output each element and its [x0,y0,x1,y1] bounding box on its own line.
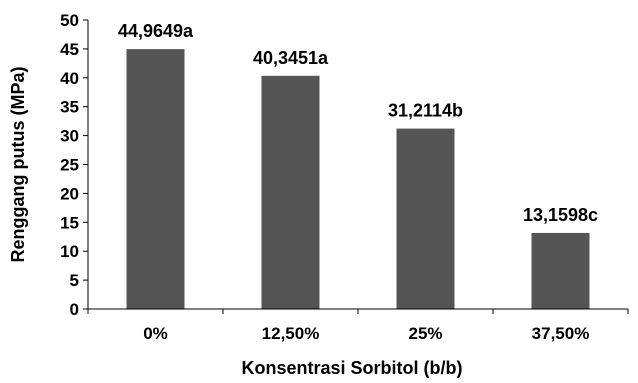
y-tick-label: 20 [60,184,79,203]
bar [261,75,320,309]
bar-data-label: 40,3451a [253,48,329,68]
bar [396,128,455,309]
bar-data-label: 13,1598c [523,205,598,225]
y-axis-title: Renggang putus (MPa) [8,67,28,263]
x-tick-label: 37,50% [532,324,590,343]
y-tick-label: 25 [60,156,79,175]
x-axis-title: Konsentrasi Sorbitol (b/b) [241,358,462,378]
bars [126,49,590,310]
x-tick-label: 12,50% [262,324,320,343]
y-tick-label: 30 [60,127,79,146]
y-axis-ticks: 0 5 10 15 20 25 30 35 40 45 50 [60,11,88,319]
bar [126,49,185,310]
y-tick-label: 45 [60,40,79,59]
y-tick-label: 50 [60,11,79,30]
data-labels: 44,9649a 40,3451a 31,2114b 13,1598c [118,21,598,225]
y-tick-label: 15 [60,213,79,232]
bar [531,232,590,309]
x-tick-label: 0% [143,324,168,343]
bar-data-label: 31,2114b [388,101,463,121]
y-tick-label: 35 [60,98,79,117]
x-tick-label: 25% [408,324,442,343]
bar-data-label: 44,9649a [118,21,194,41]
y-tick-label: 40 [60,69,79,88]
y-tick-label: 5 [70,271,79,290]
x-axis-ticks: 0% 12,50% 25% 37,50% [87,309,629,343]
y-tick-label: 0 [70,300,79,319]
y-tick-label: 10 [60,242,79,261]
